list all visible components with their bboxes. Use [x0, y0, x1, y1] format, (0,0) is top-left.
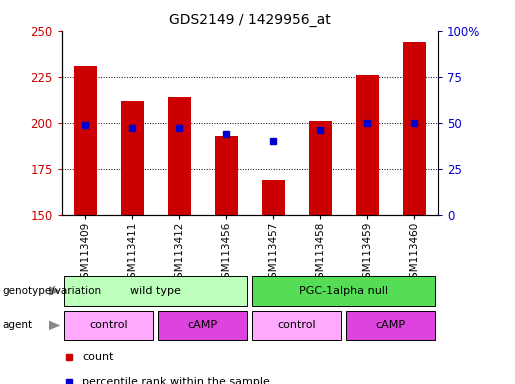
- Text: PGC-1alpha null: PGC-1alpha null: [299, 286, 388, 296]
- Bar: [355, 75, 379, 215]
- FancyBboxPatch shape: [346, 311, 435, 340]
- Polygon shape: [49, 286, 60, 296]
- Bar: [403, 42, 426, 215]
- Bar: [308, 121, 332, 215]
- Text: cAMP: cAMP: [188, 320, 218, 331]
- FancyBboxPatch shape: [64, 311, 153, 340]
- Text: agent: agent: [3, 320, 32, 331]
- Bar: [215, 136, 238, 215]
- FancyBboxPatch shape: [158, 311, 247, 340]
- Title: GDS2149 / 1429956_at: GDS2149 / 1429956_at: [169, 13, 331, 27]
- Bar: [121, 101, 144, 215]
- Text: cAMP: cAMP: [376, 320, 406, 331]
- Text: genotype/variation: genotype/variation: [3, 286, 101, 296]
- Text: wild type: wild type: [130, 286, 181, 296]
- Polygon shape: [49, 321, 60, 330]
- Text: control: control: [90, 320, 128, 331]
- Bar: [262, 180, 285, 215]
- FancyBboxPatch shape: [64, 276, 247, 306]
- FancyBboxPatch shape: [252, 311, 341, 340]
- Text: count: count: [82, 352, 114, 362]
- Bar: [167, 97, 191, 215]
- FancyBboxPatch shape: [252, 276, 435, 306]
- Text: percentile rank within the sample: percentile rank within the sample: [82, 377, 270, 384]
- Bar: [74, 66, 97, 215]
- Text: control: control: [278, 320, 316, 331]
